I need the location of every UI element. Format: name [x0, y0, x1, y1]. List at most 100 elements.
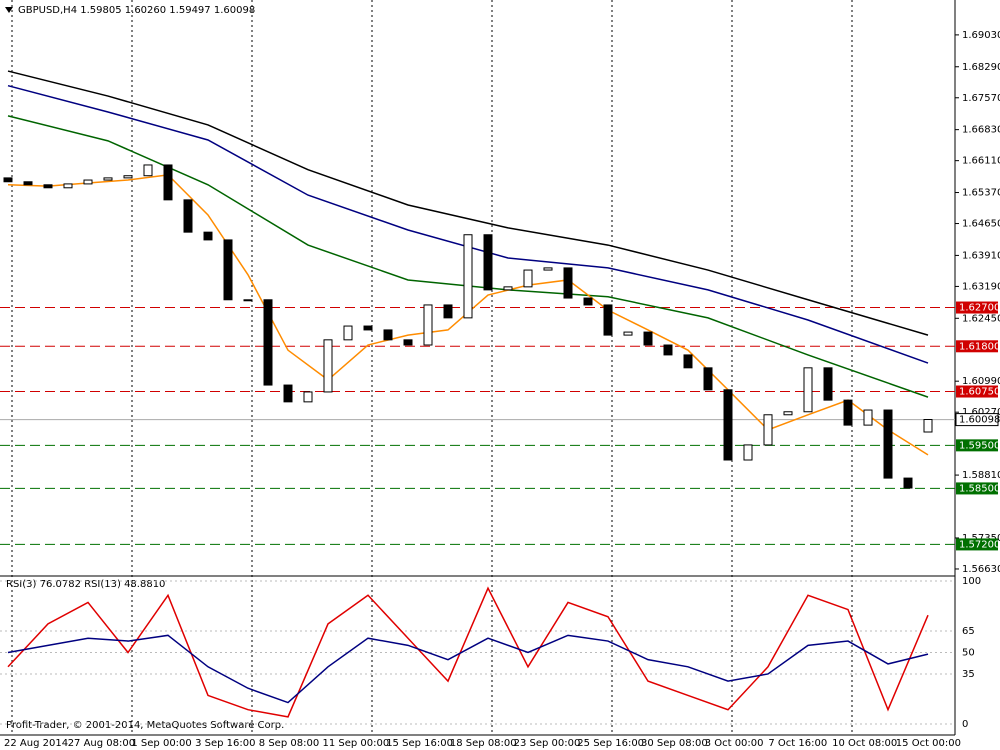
rsi-line: [7, 634, 929, 704]
x-tick-label: 1 Sep 00:00: [131, 738, 191, 749]
level-label: 1.59500: [959, 440, 1000, 451]
candle: [63, 183, 73, 189]
level-label: 1.57200: [959, 539, 1000, 550]
rsi-tick-label: 100: [962, 576, 981, 587]
y-tick-label: 1.64650: [962, 219, 1000, 230]
candle: [103, 177, 113, 181]
x-tick-label: 15 Sep 16:00: [386, 738, 453, 749]
y-tick-label: 1.65370: [962, 188, 1000, 199]
candle: [383, 329, 393, 341]
y-tick-label: 1.60270: [962, 407, 1000, 418]
moving-average: [7, 70, 929, 336]
candle: [763, 414, 773, 446]
candle: [843, 399, 853, 426]
y-tick-label: 1.66110: [962, 156, 1000, 167]
y-tick-label: 1.62450: [962, 313, 1000, 324]
menu-arrow[interactable]: [5, 7, 13, 13]
y-tick-label: 1.67570: [962, 93, 1000, 104]
y-tick-label: 1.63190: [962, 281, 1000, 292]
candle: [43, 184, 53, 189]
candle: [803, 367, 813, 413]
candle: [703, 367, 713, 391]
moving-average: [7, 115, 929, 398]
chart-title: GBPUSD,H4 1.59805 1.60260 1.59497 1.6009…: [18, 5, 255, 16]
candle: [23, 181, 33, 186]
candle: [243, 299, 253, 302]
candle: [923, 419, 933, 433]
candle: [183, 199, 193, 233]
level-tag: [956, 482, 998, 495]
candle: [783, 411, 793, 416]
candle: [323, 339, 333, 393]
candle: [143, 164, 153, 177]
level-label: 1.61800: [959, 341, 1000, 352]
candle: [903, 477, 913, 489]
candle: [363, 325, 373, 331]
x-tick-label: 7 Oct 16:00: [768, 738, 827, 749]
level-tag: [956, 538, 998, 551]
candle: [123, 175, 133, 179]
x-tick-label: 30 Sep 08:00: [641, 738, 708, 749]
x-tick-label: 11 Sep 00:00: [323, 738, 390, 749]
current-price-label: 1.60098: [959, 415, 1000, 426]
candle: [603, 304, 613, 336]
candle: [303, 391, 313, 403]
candle: [663, 344, 673, 356]
candle: [403, 339, 413, 346]
candle: [823, 367, 833, 401]
x-tick-label: 3 Sep 16:00: [195, 738, 255, 749]
candle: [203, 231, 213, 241]
rsi-title: RSI(3) 76.0782 RSI(13) 48.8810: [6, 579, 165, 590]
candle: [723, 389, 733, 461]
x-tick-label: 8 Sep 08:00: [259, 738, 319, 749]
candle: [463, 234, 473, 319]
y-tick-label: 1.58810: [962, 470, 1000, 481]
candle: [443, 304, 453, 319]
level-label: 1.58500: [959, 483, 1000, 494]
candle: [623, 331, 633, 336]
candle: [263, 299, 273, 386]
level-label: 1.62700: [959, 303, 1000, 314]
level-tag: [956, 439, 998, 452]
x-tick-label: 22 Aug 2014: [4, 738, 68, 749]
x-tick-label: 15 Oct 00:00: [896, 738, 961, 749]
level-label: 1.60750: [959, 387, 1000, 398]
candle: [523, 269, 533, 288]
candle: [883, 409, 893, 479]
x-tick-label: 3 Oct 00:00: [705, 738, 764, 749]
level-tag: [956, 385, 998, 398]
candle: [483, 234, 493, 291]
y-tick-label: 1.68290: [962, 62, 1000, 73]
moving-average: [7, 84, 929, 364]
candle: [3, 177, 13, 183]
candle: [583, 297, 593, 306]
candle: [563, 267, 573, 299]
y-tick-label: 1.69030: [962, 30, 1000, 41]
candle: [83, 179, 93, 185]
candle: [543, 267, 553, 271]
x-tick-label: 25 Sep 16:00: [577, 738, 644, 749]
candle: [283, 384, 293, 403]
candle: [343, 325, 353, 341]
candle: [223, 239, 233, 301]
x-tick-label: 23 Sep 00:00: [514, 738, 581, 749]
rsi-tick-label: 50: [962, 648, 975, 659]
y-tick-label: 1.66830: [962, 125, 1000, 136]
x-tick-label: 18 Sep 08:00: [450, 738, 517, 749]
candle: [683, 354, 693, 369]
candle: [643, 331, 653, 346]
rsi-tick-label: 65: [962, 626, 975, 637]
copyright: Profit-Trader, © 2001-2014, MetaQuotes S…: [6, 720, 284, 731]
candle: [423, 304, 433, 346]
y-tick-label: 1.56630: [962, 564, 1000, 575]
rsi-line: [7, 586, 929, 718]
x-tick-label: 10 Oct 08:00: [832, 738, 897, 749]
y-tick-label: 1.60990: [962, 376, 1000, 387]
candle: [503, 286, 513, 291]
rsi-tick-label: 35: [962, 669, 975, 680]
rsi-tick-label: 0: [962, 719, 968, 730]
level-tag: [956, 301, 998, 314]
candle: [163, 164, 173, 201]
